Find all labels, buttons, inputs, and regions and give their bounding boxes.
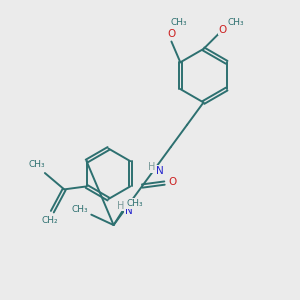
Text: N: N [156,166,164,176]
Text: CH₃: CH₃ [228,18,244,27]
Text: CH₃: CH₃ [28,160,45,169]
Text: CH₃: CH₃ [127,199,144,208]
Text: CH₃: CH₃ [170,18,187,27]
Text: H: H [117,200,124,211]
Text: CH₂: CH₂ [41,216,58,225]
Text: N: N [125,206,133,216]
Text: O: O [169,177,177,187]
Text: O: O [167,29,175,39]
Text: H: H [148,163,155,172]
Text: CH₃: CH₃ [72,205,88,214]
Text: O: O [219,25,227,34]
